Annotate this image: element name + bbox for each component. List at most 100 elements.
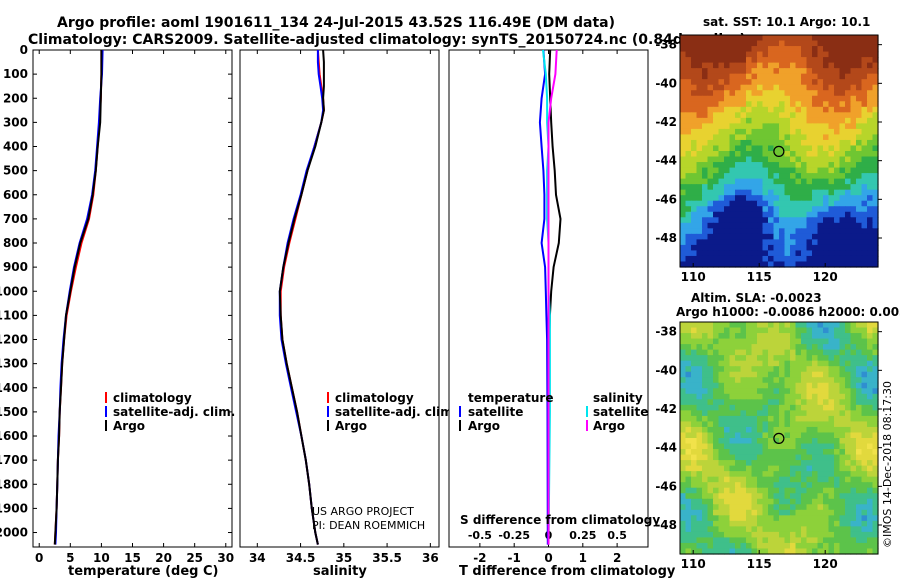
heatmap-cell xyxy=(740,371,747,378)
heatmap-cell xyxy=(795,57,802,64)
heatmap-cell xyxy=(680,371,687,378)
heatmap-cell xyxy=(691,476,698,483)
heatmap-cell xyxy=(845,526,852,533)
heatmap-cell xyxy=(740,415,747,423)
heatmap-cell xyxy=(740,167,747,174)
heatmap-cell xyxy=(713,493,720,500)
heatmap-cell xyxy=(856,51,863,58)
heatmap-cell xyxy=(861,333,868,340)
heatmap-cell xyxy=(718,438,725,445)
heatmap-cell xyxy=(850,106,857,113)
heatmap-cell xyxy=(812,62,819,69)
heatmap-cell xyxy=(773,520,780,527)
heatmap-cell xyxy=(762,537,769,544)
depth-tick-label: 500 xyxy=(3,164,28,178)
heatmap-cell xyxy=(806,68,813,75)
heatmap-cell xyxy=(834,498,841,505)
heatmap-cell xyxy=(751,112,758,119)
heatmap-cell xyxy=(795,228,802,235)
heatmap-cell xyxy=(680,261,687,268)
depth-tick-label: 0 xyxy=(20,43,28,57)
heatmap-cell xyxy=(784,156,791,163)
heatmap-cell xyxy=(823,460,830,467)
heatmap-cell xyxy=(823,112,830,119)
heatmap-cell xyxy=(751,415,758,423)
heatmap-cell xyxy=(762,261,769,268)
heatmap-cell xyxy=(779,526,786,533)
heatmap-cell xyxy=(735,57,742,64)
heatmap-cell xyxy=(790,454,797,461)
heatmap-cell xyxy=(845,515,852,522)
heatmap-cell xyxy=(839,106,846,113)
heatmap-cell xyxy=(839,123,846,130)
heatmap-cell xyxy=(751,145,758,152)
heatmap-cell xyxy=(685,90,692,97)
heatmap-cell xyxy=(707,355,714,362)
heatmap-cell xyxy=(702,482,709,489)
heatmap-cell xyxy=(773,73,780,80)
heatmap-cell xyxy=(707,167,714,174)
heatmap-cell xyxy=(806,250,813,257)
heatmap-cell xyxy=(740,399,747,406)
heatmap-cell xyxy=(861,95,868,102)
heatmap-cell xyxy=(817,123,824,130)
heatmap-cell xyxy=(724,487,731,494)
heatmap-cell xyxy=(861,487,868,494)
heatmap-cell xyxy=(850,432,857,439)
heatmap-cell xyxy=(834,465,841,472)
heatmap-cell xyxy=(856,454,863,461)
heatmap-cell xyxy=(751,349,758,356)
heatmap-cell xyxy=(773,106,780,113)
salinity-x-label: salinity xyxy=(313,564,367,579)
heatmap-cell xyxy=(691,173,698,180)
heatmap-cell xyxy=(768,520,775,527)
heatmap-cell xyxy=(746,432,753,439)
heatmap-cell xyxy=(806,349,813,356)
heatmap-cell xyxy=(718,498,725,505)
heatmap-cell xyxy=(839,399,846,406)
heatmap-cell xyxy=(801,173,808,180)
heatmap-cell xyxy=(718,112,725,119)
heatmap-cell xyxy=(757,151,764,158)
heatmap-cell xyxy=(784,145,791,152)
heatmap-cell xyxy=(861,366,868,373)
heatmap-cell xyxy=(691,95,698,102)
heatmap-cell xyxy=(740,195,747,202)
heatmap-cell xyxy=(872,211,879,218)
heatmap-cell xyxy=(680,178,687,185)
depth-tick-label: 1300 xyxy=(0,357,28,371)
heatmap-cell xyxy=(801,548,808,555)
heatmap-cell xyxy=(823,438,830,445)
heatmap-cell xyxy=(823,526,830,533)
heatmap-cell xyxy=(839,509,846,516)
heatmap-cell xyxy=(696,211,703,218)
heatmap-cell xyxy=(795,40,802,47)
heatmap-cell xyxy=(790,465,797,472)
heatmap-cell xyxy=(773,211,780,218)
heatmap-cell xyxy=(828,382,835,389)
heatmap-cell xyxy=(751,228,758,235)
heatmap-cell xyxy=(856,349,863,356)
heatmap-cell xyxy=(834,548,841,555)
heatmap-cell xyxy=(740,382,747,389)
heatmap-cell xyxy=(768,211,775,218)
heatmap-cell xyxy=(812,349,819,356)
heatmap-cell xyxy=(729,344,736,351)
heatmap-cell xyxy=(696,438,703,445)
heatmap-cell xyxy=(724,410,731,417)
x-tick-label: 0 xyxy=(544,551,552,565)
heatmap-cell xyxy=(751,360,758,367)
heatmap-cell xyxy=(828,73,835,80)
heatmap-cell xyxy=(751,106,758,113)
heatmap-cell xyxy=(685,145,692,152)
heatmap-cell xyxy=(779,222,786,229)
heatmap-cell xyxy=(867,360,874,367)
heatmap-cell xyxy=(768,95,775,102)
heatmap-cell xyxy=(702,542,709,550)
heatmap-cell xyxy=(784,90,791,97)
temperature-series xyxy=(53,49,104,545)
heatmap-cell xyxy=(779,261,786,268)
heatmap-cell xyxy=(746,195,753,202)
heatmap-cell xyxy=(872,476,879,483)
heatmap-cell xyxy=(850,382,857,389)
